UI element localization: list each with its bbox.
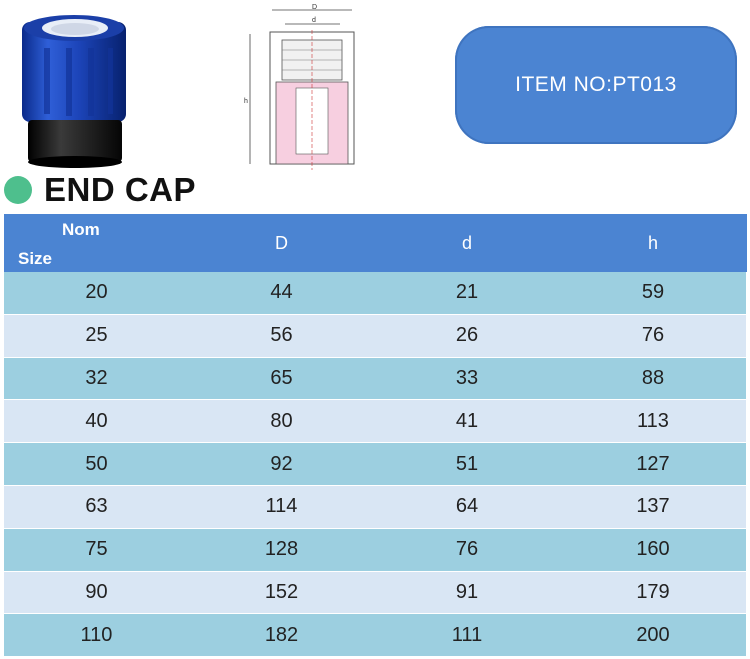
cell-d: 51 <box>374 442 560 486</box>
dimension-h-label: h <box>244 98 248 105</box>
cell-D: 65 <box>189 357 374 401</box>
table-row: 50 92 51 127 <box>4 442 746 486</box>
header-size-label: Size <box>18 249 53 268</box>
header-d: d <box>374 214 561 272</box>
cell-D: 114 <box>189 485 374 529</box>
cell-D: 128 <box>189 528 374 572</box>
header-nom-size: Nom Size <box>4 214 190 272</box>
cell-d: 64 <box>374 485 560 529</box>
title-row: END CAP <box>4 170 196 210</box>
header-D: D <box>189 214 375 272</box>
cell-h: 160 <box>560 528 746 572</box>
table-row: 63 114 64 137 <box>4 485 746 529</box>
cell-D: 44 <box>189 272 374 315</box>
product-title: END CAP <box>44 171 197 208</box>
cell-d: 41 <box>374 399 560 444</box>
cell-h: 76 <box>560 314 746 358</box>
cell-nom-size: 50 <box>4 442 189 486</box>
item-number: ITEM NO:PT013 <box>515 73 677 96</box>
table-row: 90 152 91 179 <box>4 571 746 615</box>
table-row: 20 44 21 59 <box>4 272 746 315</box>
cell-h: 200 <box>560 613 746 658</box>
cell-nom-size: 20 <box>4 272 189 315</box>
cell-d: 26 <box>374 314 560 358</box>
bullet-dot-icon <box>4 176 32 204</box>
cell-D: 92 <box>189 442 374 486</box>
cell-h: 127 <box>560 442 746 486</box>
cell-nom-size: 40 <box>4 399 189 444</box>
cell-h: 88 <box>560 357 746 401</box>
header-h: h <box>560 214 747 272</box>
dimension-d-label: d <box>312 17 316 24</box>
table-row: 40 80 41 113 <box>4 399 746 444</box>
cell-D: 56 <box>189 314 374 358</box>
header-nom-label: Nom <box>62 220 100 239</box>
cell-d: 76 <box>374 528 560 572</box>
cell-D: 182 <box>189 613 374 658</box>
table-row: 75 128 76 160 <box>4 528 746 572</box>
cell-nom-size: 63 <box>4 485 189 529</box>
cell-nom-size: 32 <box>4 357 189 401</box>
cell-h: 59 <box>560 272 746 315</box>
cell-d: 111 <box>374 613 560 658</box>
table-row: 32 65 33 88 <box>4 357 746 401</box>
cell-nom-size: 25 <box>4 314 189 358</box>
table-row: 25 56 26 76 <box>4 314 746 358</box>
cell-h: 113 <box>560 399 746 444</box>
cell-h: 137 <box>560 485 746 529</box>
item-number-box: ITEM NO:PT013 <box>455 26 737 144</box>
cell-d: 33 <box>374 357 560 401</box>
table-header-row: Nom Size D d h <box>4 214 747 272</box>
cell-h: 179 <box>560 571 746 615</box>
cell-D: 152 <box>189 571 374 615</box>
cell-d: 91 <box>374 571 560 615</box>
cell-nom-size: 110 <box>4 613 189 658</box>
cell-nom-size: 75 <box>4 528 189 572</box>
dimension-D-label: D <box>312 4 317 11</box>
cell-D: 80 <box>189 399 374 444</box>
table-row: 110 182 111 200 <box>4 613 746 658</box>
product-photo <box>22 15 126 168</box>
spec-table: Nom Size D d h 20 44 21 59 25 56 26 76 32 65 33 88 4… <box>4 214 747 658</box>
cell-d: 21 <box>374 272 560 315</box>
technical-drawing: D d h <box>244 4 355 170</box>
cell-nom-size: 90 <box>4 571 189 615</box>
